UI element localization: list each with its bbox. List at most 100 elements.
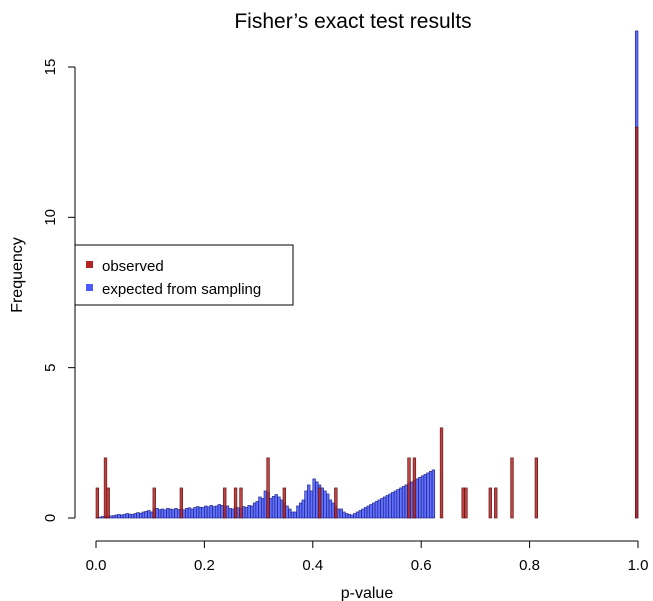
expected-bar bbox=[391, 492, 395, 519]
expected-bar bbox=[201, 507, 205, 519]
expected-bar bbox=[252, 502, 257, 519]
expected-bar bbox=[410, 481, 414, 519]
expected-bar bbox=[315, 481, 319, 519]
legend: observed expected from sampling bbox=[74, 244, 294, 306]
observed-bars bbox=[95, 126, 639, 519]
expected-bar bbox=[369, 504, 373, 519]
expected-bar bbox=[242, 506, 246, 519]
expected-bar bbox=[101, 516, 105, 519]
expected-bar bbox=[244, 507, 249, 519]
expected-bar bbox=[342, 511, 346, 519]
expected-bar bbox=[122, 514, 127, 519]
observed-bar bbox=[510, 457, 514, 519]
expected-bar bbox=[420, 475, 425, 519]
observed-bar bbox=[412, 457, 417, 519]
expected-bar bbox=[274, 494, 278, 519]
expected-bar bbox=[155, 508, 159, 519]
expected-bar bbox=[168, 508, 173, 519]
expected-bar bbox=[293, 511, 297, 519]
expected-bar bbox=[111, 515, 116, 519]
expected-bar bbox=[190, 508, 194, 519]
expected-bar bbox=[171, 509, 175, 519]
expected-bar bbox=[182, 509, 186, 519]
expected-bar bbox=[120, 514, 124, 519]
expected-bar bbox=[204, 505, 208, 519]
expected-bar bbox=[423, 474, 427, 519]
expected-bar bbox=[323, 490, 327, 519]
x-tick-label: 0.8 bbox=[519, 557, 540, 574]
expected-bar bbox=[144, 511, 148, 519]
y-axis: 0 5 10 15 bbox=[42, 59, 76, 522]
expected-bar bbox=[296, 505, 300, 519]
expected-bar bbox=[141, 511, 146, 519]
expected-bar bbox=[377, 499, 381, 519]
expected-bar bbox=[277, 496, 281, 519]
observed-bar bbox=[634, 126, 639, 519]
expected-bar bbox=[415, 478, 419, 519]
expected-bar bbox=[431, 469, 436, 519]
expected-bar bbox=[198, 506, 202, 519]
expected-bar bbox=[133, 513, 137, 519]
expected-bar bbox=[298, 502, 303, 519]
expected-bar bbox=[130, 514, 135, 519]
expected-bar bbox=[363, 507, 368, 519]
y-tick-label: 5 bbox=[42, 363, 59, 371]
expected-bar bbox=[217, 504, 221, 519]
expected-bar bbox=[326, 493, 330, 519]
legend-swatch-observed bbox=[86, 261, 93, 268]
observed-bar bbox=[488, 487, 492, 519]
expected-bar bbox=[347, 514, 352, 519]
expected-bar bbox=[98, 516, 102, 519]
x-axis: 0.0 0.2 0.4 0.6 0.8 1.0 bbox=[86, 540, 648, 574]
observed-bar bbox=[106, 487, 110, 519]
expected-bar bbox=[128, 513, 132, 519]
x-tick-label: 0.2 bbox=[194, 557, 215, 574]
expected-bar bbox=[220, 505, 224, 519]
expected-bar bbox=[193, 507, 197, 519]
expected-bar bbox=[163, 509, 167, 519]
legend-swatch-expected bbox=[86, 284, 93, 291]
expected-bar bbox=[399, 487, 403, 519]
legend-label-expected: expected from sampling bbox=[102, 281, 261, 298]
expected-bar bbox=[426, 472, 430, 519]
expected-bar bbox=[339, 508, 343, 519]
expected-bar bbox=[404, 484, 408, 519]
expected-bar bbox=[301, 499, 305, 519]
expected-bar bbox=[187, 507, 192, 519]
expected-bar bbox=[312, 478, 316, 519]
expected-bar bbox=[255, 501, 259, 519]
expected-bar bbox=[401, 486, 406, 519]
expected-bar bbox=[125, 513, 129, 519]
expected-bar bbox=[117, 514, 121, 519]
expected-bar bbox=[331, 502, 335, 519]
expected-bar bbox=[374, 501, 379, 519]
expected-bar bbox=[228, 508, 232, 519]
expected-bar bbox=[212, 506, 216, 519]
y-tick-label: 0 bbox=[42, 514, 59, 522]
expected-bar bbox=[236, 507, 240, 519]
expected-bar bbox=[109, 515, 113, 519]
expected-bar bbox=[350, 514, 354, 519]
observed-bar bbox=[461, 487, 465, 519]
expected-bar bbox=[372, 502, 376, 519]
expected-bar bbox=[385, 495, 389, 519]
observed-bar bbox=[239, 487, 243, 519]
expected-bar bbox=[147, 510, 151, 519]
observed-bar bbox=[95, 487, 100, 519]
expected-bar bbox=[271, 496, 276, 519]
expected-bar bbox=[336, 508, 341, 519]
expected-bar bbox=[177, 509, 181, 519]
expected-bar bbox=[429, 471, 433, 519]
expected-bar bbox=[393, 490, 398, 519]
expected-bar bbox=[269, 498, 273, 519]
expected-bar bbox=[114, 514, 118, 519]
observed-bar bbox=[266, 457, 270, 519]
expected-bar bbox=[345, 513, 349, 519]
x-tick-label: 0.4 bbox=[302, 557, 323, 574]
expected-bar bbox=[304, 490, 308, 519]
expected-bar bbox=[261, 498, 265, 519]
observed-bar bbox=[282, 487, 286, 519]
observed-bar bbox=[439, 427, 444, 519]
legend-box bbox=[74, 244, 294, 306]
